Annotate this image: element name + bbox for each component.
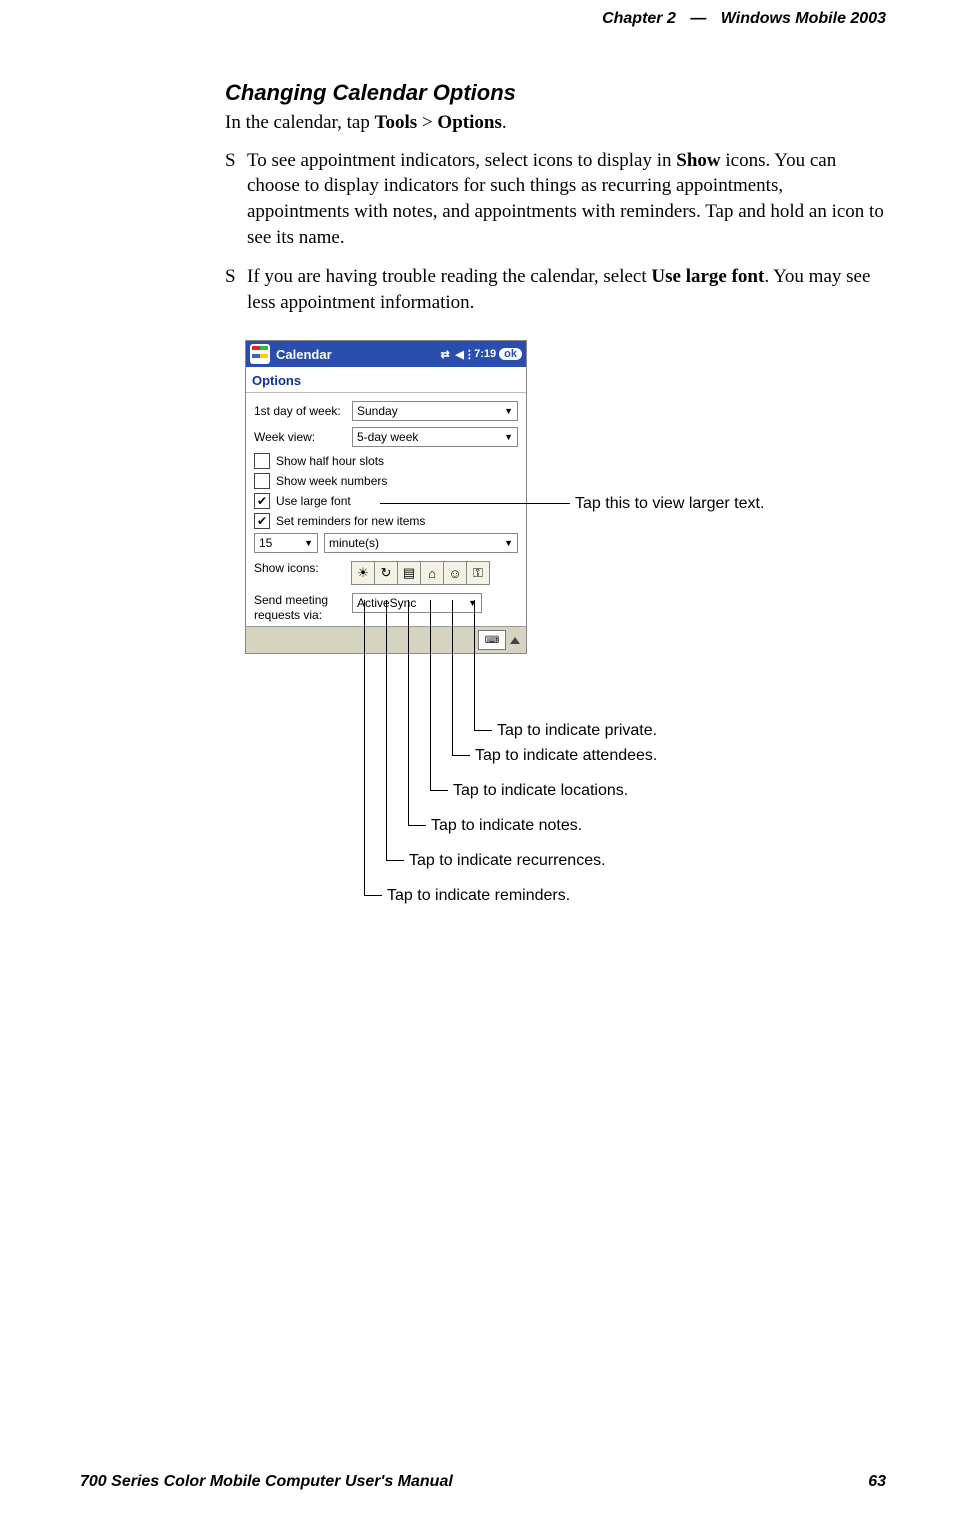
bullet-2-b: Use large font — [651, 266, 764, 287]
sip-up-icon[interactable] — [510, 637, 520, 644]
row-firstday: 1st day of week: Sunday ▼ — [254, 401, 518, 421]
callout-reminders: Tap to indicate reminders. — [387, 887, 570, 905]
attendees-icon[interactable]: ☺ — [443, 561, 467, 585]
volume-icon[interactable]: ◀⋮ — [458, 347, 472, 361]
bullet-1: To see appointment indicators, select ic… — [225, 148, 885, 251]
notes-icon[interactable]: ▤ — [397, 561, 421, 585]
checkbox-empty-icon — [254, 453, 270, 469]
firstday-label: 1st day of week: — [254, 404, 352, 418]
check-largefont-label: Use large font — [276, 494, 351, 508]
check-largefont[interactable]: ✔ Use large font — [254, 493, 518, 509]
ok-button[interactable]: ok — [499, 348, 522, 360]
send-select[interactable]: ActiveSync ▼ — [352, 593, 482, 613]
bullet-1-pre: To see appointment indicators, select ic… — [247, 150, 676, 171]
callout-line — [386, 600, 387, 860]
check-halfhour[interactable]: Show half hour slots — [254, 453, 518, 469]
chevron-down-icon: ▼ — [504, 432, 513, 442]
check-reminders[interactable]: ✔ Set reminders for new items — [254, 513, 518, 529]
location-icon[interactable]: ⌂ — [420, 561, 444, 585]
firstday-select[interactable]: Sunday ▼ — [352, 401, 518, 421]
check-halfhour-label: Show half hour slots — [276, 454, 384, 468]
page-footer: 700 Series Color Mobile Computer User's … — [80, 1473, 886, 1491]
start-flag-icon[interactable] — [250, 344, 270, 364]
recurrence-icon[interactable]: ↻ — [374, 561, 398, 585]
check-reminders-label: Set reminders for new items — [276, 514, 425, 528]
pda-app-title: Calendar — [276, 347, 332, 362]
footer-manual-title: 700 Series Color Mobile Computer User's … — [80, 1473, 453, 1491]
callout-line — [430, 790, 448, 791]
showicons-group: ☀ ↻ ▤ ⌂ ☺ ⚿ — [352, 561, 490, 585]
intro-text: In the calendar, tap Tools > Options. — [225, 110, 885, 136]
weekview-label: Week view: — [254, 430, 352, 444]
callout-line — [430, 600, 431, 790]
intro-pre: In the calendar, tap — [225, 112, 375, 133]
bullet-2-pre: If you are having trouble reading the ca… — [247, 266, 651, 287]
bullet-list: To see appointment indicators, select ic… — [225, 148, 885, 316]
footer-page-number: 63 — [868, 1473, 886, 1491]
reminder-unit-select[interactable]: minute(s) ▼ — [324, 533, 518, 553]
checkbox-checked-icon: ✔ — [254, 513, 270, 529]
callout-largefont: Tap this to view larger text. — [575, 495, 764, 513]
checkbox-empty-icon — [254, 473, 270, 489]
callout-line — [408, 600, 409, 825]
chevron-down-icon: ▼ — [468, 598, 477, 608]
pda-body: 1st day of week: Sunday ▼ Week view: 5-d… — [246, 393, 526, 626]
callout-line — [474, 600, 475, 730]
callout-line — [474, 730, 492, 731]
row-weekview: Week view: 5-day week ▼ — [254, 427, 518, 447]
intro-post: . — [502, 112, 507, 133]
reminder-num: 15 — [259, 536, 272, 550]
checkbox-checked-icon: ✔ — [254, 493, 270, 509]
pda-subhead: Options — [246, 367, 526, 393]
callout-line — [364, 895, 382, 896]
firstday-value: Sunday — [357, 404, 398, 418]
weekview-select[interactable]: 5-day week ▼ — [352, 427, 518, 447]
showicons-row: Show icons: ☀ ↻ ▤ ⌂ ☺ ⚿ — [254, 561, 518, 585]
section-title: Changing Calendar Options — [225, 80, 885, 106]
callout-recurrences: Tap to indicate recurrences. — [409, 852, 606, 870]
callout-line — [452, 600, 453, 755]
intro-mid: > — [417, 112, 437, 133]
intro-options: Options — [437, 112, 501, 133]
bullet-1-b: Show — [676, 150, 720, 171]
check-weekno-label: Show week numbers — [276, 474, 387, 488]
intro-tools: Tools — [375, 112, 418, 133]
callout-line — [364, 600, 365, 895]
callout-line — [408, 825, 426, 826]
callout-line — [380, 503, 570, 504]
callout-line — [452, 755, 470, 756]
chevron-down-icon: ▼ — [504, 538, 513, 548]
page-header: Chapter 2 — Windows Mobile 2003 — [80, 10, 886, 28]
reminder-icon[interactable]: ☀ — [351, 561, 375, 585]
header-title: Windows Mobile 2003 — [721, 10, 886, 27]
callout-locations: Tap to indicate locations. — [453, 782, 628, 800]
bullet-2: If you are having trouble reading the ca… — [225, 264, 885, 315]
weekview-value: 5-day week — [357, 430, 418, 444]
content-area: Changing Calendar Options In the calenda… — [225, 80, 885, 980]
keyboard-icon[interactable]: ⌨ — [478, 630, 506, 650]
chevron-down-icon: ▼ — [304, 538, 313, 548]
callout-attendees: Tap to indicate attendees. — [475, 747, 657, 765]
callout-private: Tap to indicate private. — [497, 722, 657, 740]
reminder-row: 15 ▼ minute(s) ▼ — [254, 533, 518, 553]
connectivity-icon[interactable]: ⇄ — [438, 347, 452, 361]
send-label: Send meeting requests via: — [254, 593, 352, 622]
header-dash: — — [690, 10, 706, 27]
reminder-unit: minute(s) — [329, 536, 379, 550]
figure-area: Calendar ⇄ ◀⋮ 7:19 ok Options 1st day of… — [225, 340, 885, 980]
pda-titlebar: Calendar ⇄ ◀⋮ 7:19 ok — [246, 341, 526, 367]
callout-line — [386, 860, 404, 861]
reminder-num-select[interactable]: 15 ▼ — [254, 533, 318, 553]
showicons-label: Show icons: — [254, 561, 352, 575]
private-icon[interactable]: ⚿ — [466, 561, 490, 585]
clock-time: 7:19 — [478, 347, 492, 361]
check-weekno[interactable]: Show week numbers — [254, 473, 518, 489]
callout-notes: Tap to indicate notes. — [431, 817, 582, 835]
chapter-label: Chapter 2 — [602, 10, 676, 27]
chevron-down-icon: ▼ — [504, 406, 513, 416]
